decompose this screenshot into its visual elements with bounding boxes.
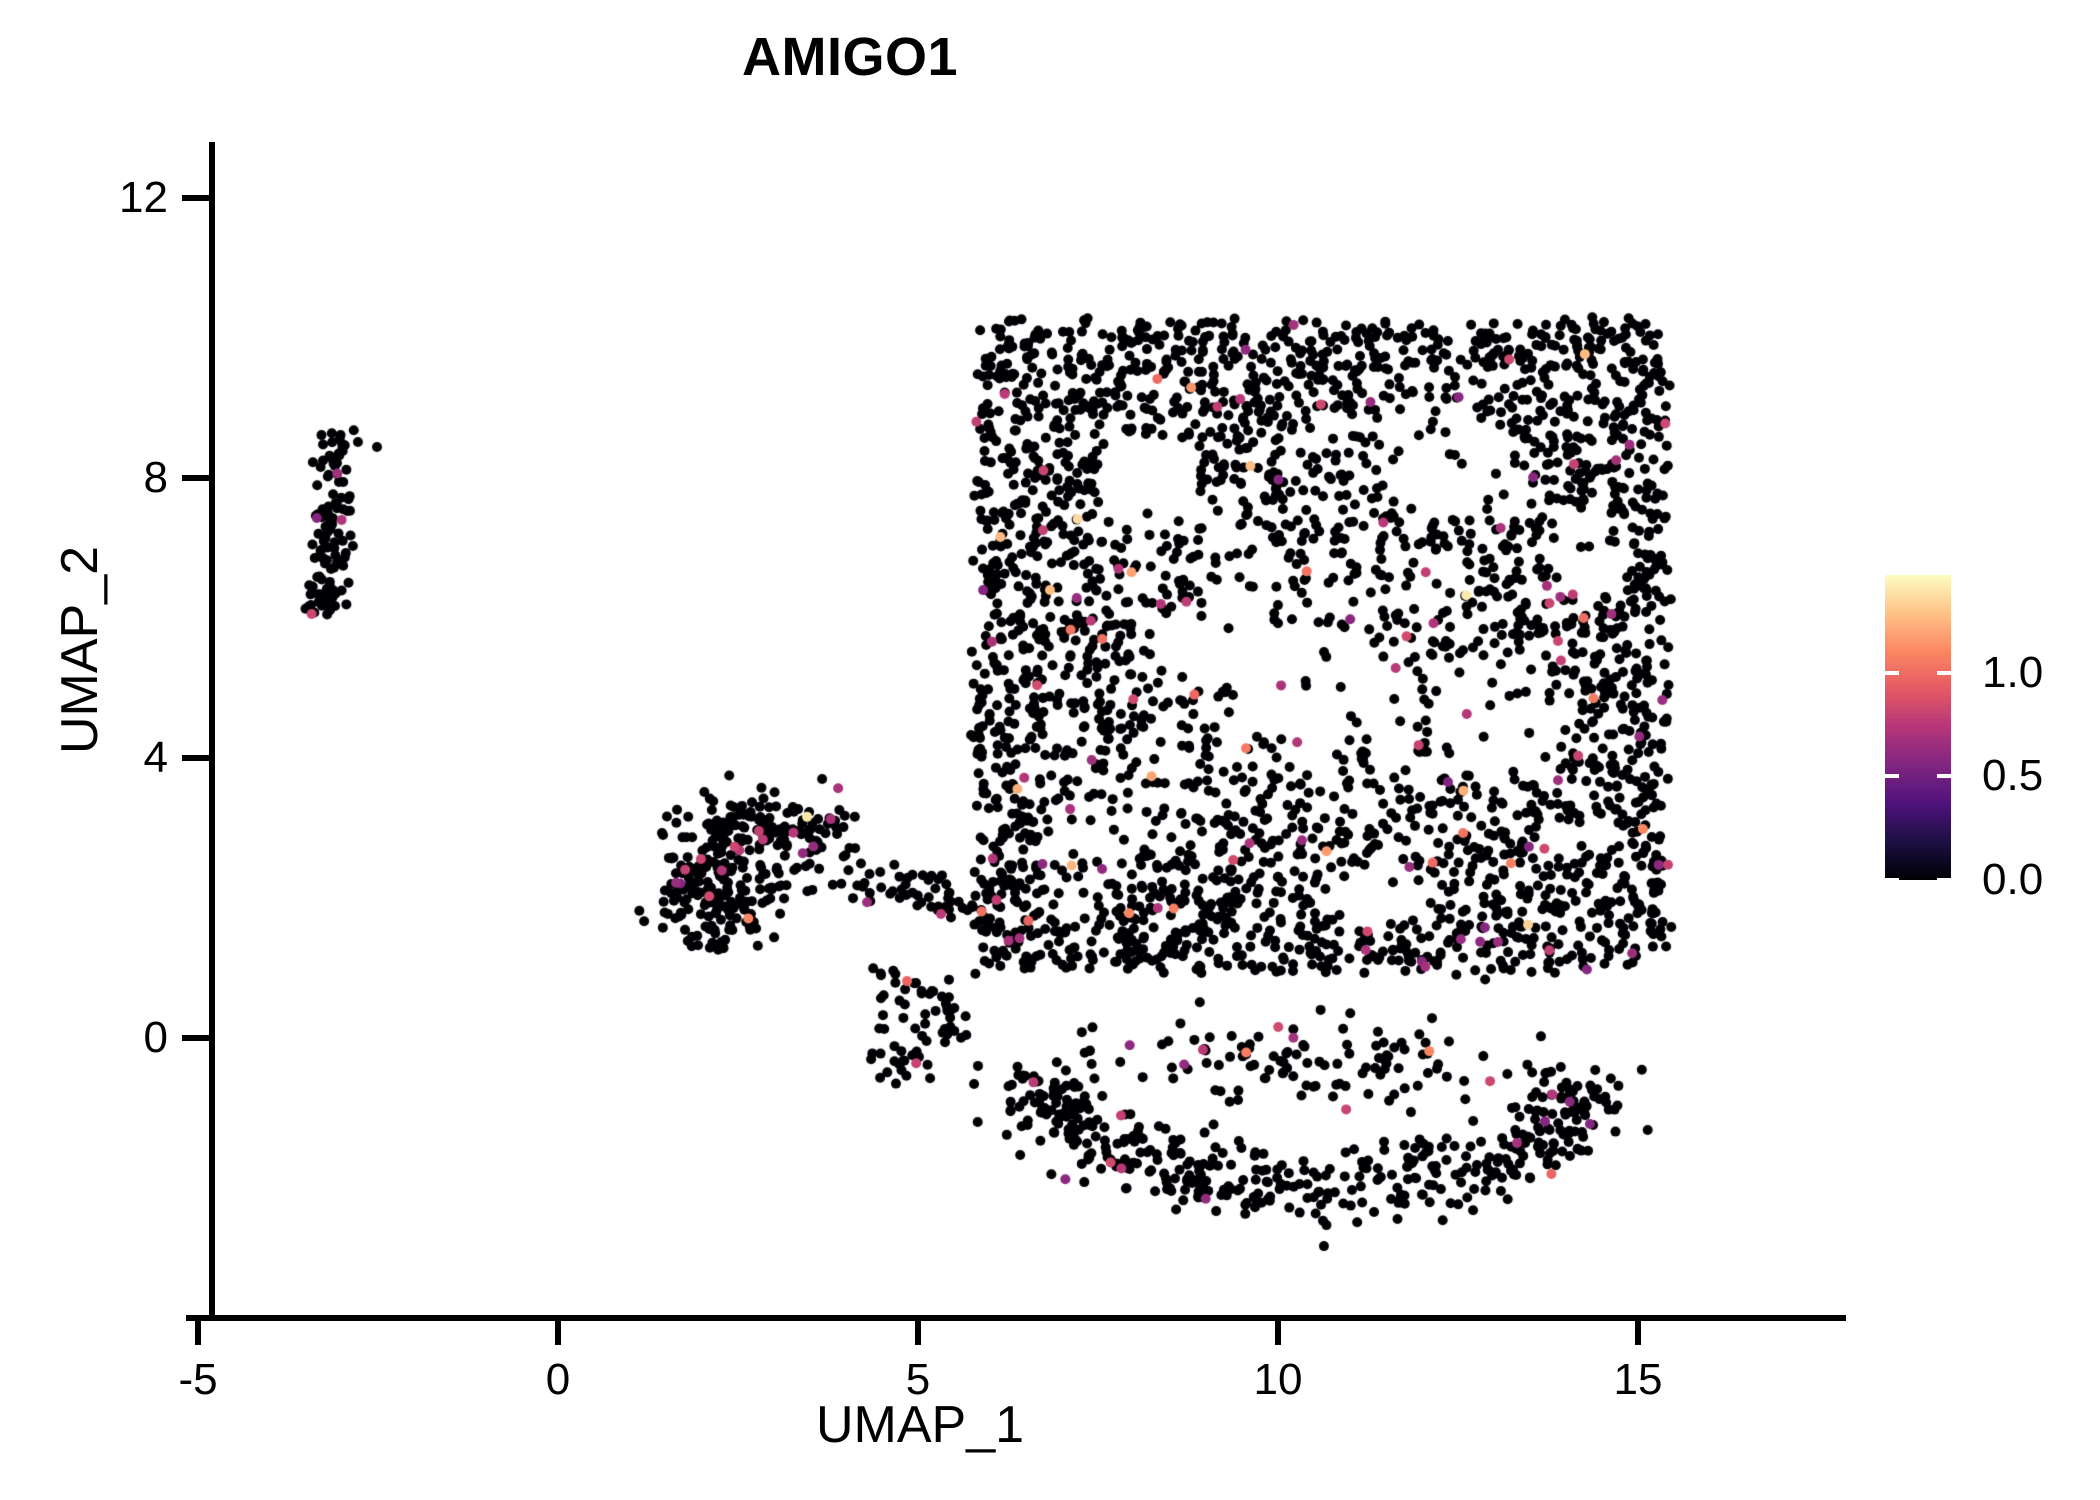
colorbar-tick	[1885, 878, 1899, 882]
x-tick-label: 5	[905, 1355, 931, 1404]
x-tick-label: 15	[1613, 1355, 1663, 1404]
colorbar-legend	[1885, 575, 1951, 882]
colorbar-tick	[1937, 878, 1951, 882]
x-tick-label: 10	[1253, 1355, 1303, 1404]
colorbar-tick	[1937, 670, 1951, 675]
y-axis-title: UMAP_2	[51, 545, 109, 755]
y-axis-ticks	[182, 195, 212, 1041]
x-tick-label: 0	[545, 1355, 571, 1404]
y-tick-label: 4	[143, 733, 168, 782]
y-tick-label: 0	[143, 1013, 168, 1062]
colorbar-tick	[1885, 774, 1899, 779]
y-tick-label: 12	[119, 173, 168, 222]
colorbar-gradient	[1885, 575, 1951, 880]
x-axis-title: UMAP_1	[815, 1396, 1025, 1454]
x-axis-ticks	[195, 1318, 1641, 1345]
colorbar-tick	[1885, 670, 1899, 675]
y-tick-label: 8	[143, 453, 168, 502]
colorbar-tick-label: 0.0	[1982, 855, 2044, 904]
colorbar-tick	[1937, 774, 1951, 779]
colorbar-tick-label: 0.5	[1982, 751, 2044, 801]
colorbar-tick-label: 1.0	[1982, 647, 2044, 697]
x-tick-label: -5	[178, 1355, 218, 1404]
